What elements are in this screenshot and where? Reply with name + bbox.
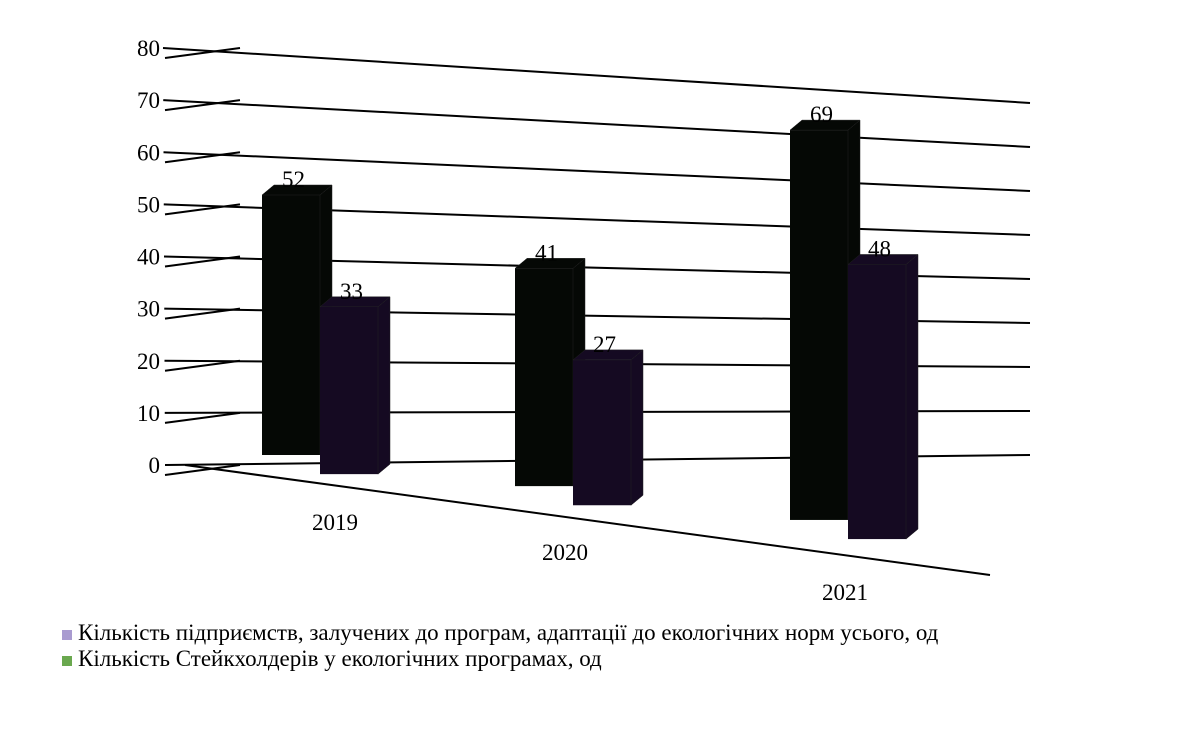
bar-top bbox=[261, 184, 333, 196]
left-grid bbox=[164, 203, 241, 216]
y-tick-label: 70 bbox=[137, 88, 160, 113]
left-grid bbox=[164, 151, 241, 164]
left-grid bbox=[164, 307, 241, 320]
y-tick-label: 40 bbox=[137, 245, 160, 270]
y-tick-label: 20 bbox=[137, 349, 160, 374]
left-grid bbox=[164, 47, 241, 59]
legend-swatch bbox=[62, 656, 72, 666]
value-label: 48 bbox=[868, 236, 891, 261]
y-tick-label: 10 bbox=[137, 401, 160, 426]
bar-top bbox=[319, 296, 391, 308]
bar-front bbox=[790, 130, 848, 520]
y-tick-label: 60 bbox=[137, 140, 160, 165]
left-grid bbox=[164, 411, 241, 424]
value-label: 52 bbox=[282, 167, 305, 192]
bar-front bbox=[515, 268, 573, 487]
legend-item: Кількість Стейкхолдерів у екологічних пр… bbox=[62, 646, 1052, 672]
value-label: 41 bbox=[535, 240, 558, 265]
y-tick-label: 80 bbox=[137, 36, 160, 61]
bar-top bbox=[514, 258, 586, 269]
left-grid bbox=[164, 255, 241, 268]
grid-line bbox=[163, 151, 1031, 192]
bar-front bbox=[848, 264, 906, 540]
bar-top bbox=[847, 254, 919, 265]
legend-item: Кількість підприємств, залучених до прог… bbox=[62, 620, 1052, 646]
bar-side bbox=[377, 296, 391, 475]
grid-line bbox=[163, 99, 1031, 148]
y-tick-label: 30 bbox=[137, 297, 160, 322]
y-tick-label: 0 bbox=[149, 453, 161, 478]
bar-top bbox=[789, 119, 861, 131]
legend: Кількість підприємств, залучених до прог… bbox=[62, 620, 1052, 672]
chart: 0 10 20 30 40 50 60 70 80 2019 52 33 2020 41 27 2021 69 4… bbox=[137, 36, 1031, 605]
bar-front bbox=[573, 359, 631, 506]
bar-front bbox=[320, 306, 378, 475]
bar bbox=[572, 349, 644, 506]
x-tick-label: 2020 bbox=[542, 540, 588, 565]
x-tick-label: 2021 bbox=[822, 580, 868, 605]
bar-side bbox=[905, 253, 919, 540]
value-label: 69 bbox=[810, 102, 833, 127]
legend-text: Кількість підприємств, залучених до прог… bbox=[78, 620, 939, 645]
legend-swatch bbox=[62, 630, 72, 640]
value-label: 33 bbox=[340, 279, 363, 304]
left-grid bbox=[164, 464, 241, 476]
value-label: 27 bbox=[593, 332, 616, 357]
bar-side bbox=[630, 349, 644, 506]
bar bbox=[847, 253, 919, 540]
y-tick-label: 50 bbox=[137, 192, 160, 217]
grid-line bbox=[162, 47, 1031, 104]
bar-front bbox=[262, 195, 320, 455]
bar bbox=[319, 296, 391, 475]
legend-text: Кількість Стейкхолдерів у екологічних пр… bbox=[78, 646, 602, 671]
bar-top bbox=[572, 349, 644, 361]
left-grid bbox=[164, 99, 241, 112]
x-tick-label: 2019 bbox=[312, 510, 358, 535]
floor-edge bbox=[184, 464, 991, 576]
left-grid bbox=[164, 359, 241, 372]
